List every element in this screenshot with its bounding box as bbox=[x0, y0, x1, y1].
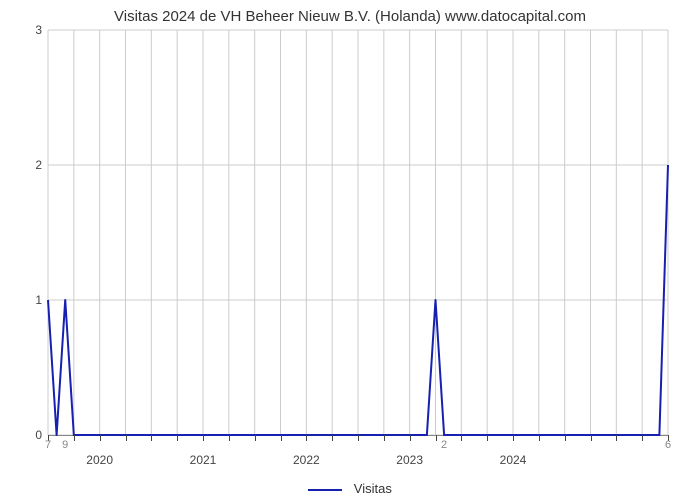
xtick-mark bbox=[203, 435, 204, 441]
xtick-mark bbox=[616, 435, 617, 441]
xtick-minor-label: 6 bbox=[665, 439, 671, 451]
xtick-major-label: 2020 bbox=[86, 453, 113, 467]
ytick-label: 1 bbox=[35, 293, 48, 307]
xtick-mark bbox=[255, 435, 256, 441]
legend-swatch bbox=[308, 489, 342, 491]
xtick-mark bbox=[306, 435, 307, 441]
xtick-mark bbox=[151, 435, 152, 441]
xtick-mark bbox=[384, 435, 385, 441]
xtick-mark bbox=[126, 435, 127, 441]
xtick-mark bbox=[74, 435, 75, 441]
xtick-mark bbox=[642, 435, 643, 441]
legend-label: Visitas bbox=[354, 481, 392, 496]
xtick-major-label: 2023 bbox=[396, 453, 423, 467]
xtick-mark bbox=[281, 435, 282, 441]
xtick-mark bbox=[358, 435, 359, 441]
xtick-mark bbox=[513, 435, 514, 441]
ytick-label: 2 bbox=[35, 158, 48, 172]
xtick-mark bbox=[177, 435, 178, 441]
xtick-mark bbox=[229, 435, 230, 441]
chart-title: Visitas 2024 de VH Beheer Nieuw B.V. (Ho… bbox=[0, 8, 700, 25]
ytick-label: 3 bbox=[35, 23, 48, 37]
xtick-mark bbox=[410, 435, 411, 441]
xtick-mark bbox=[565, 435, 566, 441]
xtick-mark bbox=[332, 435, 333, 441]
data-layer bbox=[48, 30, 668, 435]
xtick-minor-label: 2 bbox=[441, 439, 447, 451]
xtick-mark bbox=[436, 435, 437, 441]
xtick-major-label: 2021 bbox=[190, 453, 217, 467]
xtick-minor-label: 9 bbox=[62, 439, 68, 451]
xtick-mark bbox=[487, 435, 488, 441]
visits-chart: Visitas 2024 de VH Beheer Nieuw B.V. (Ho… bbox=[0, 0, 700, 500]
xtick-minor-label: 7 bbox=[45, 439, 51, 451]
xtick-mark bbox=[461, 435, 462, 441]
legend: Visitas bbox=[0, 481, 700, 496]
xtick-mark bbox=[100, 435, 101, 441]
xtick-mark bbox=[591, 435, 592, 441]
xtick-mark bbox=[539, 435, 540, 441]
plot-area: 0123202020212022202320247926 bbox=[48, 30, 668, 436]
xtick-major-label: 2024 bbox=[500, 453, 527, 467]
xtick-major-label: 2022 bbox=[293, 453, 320, 467]
